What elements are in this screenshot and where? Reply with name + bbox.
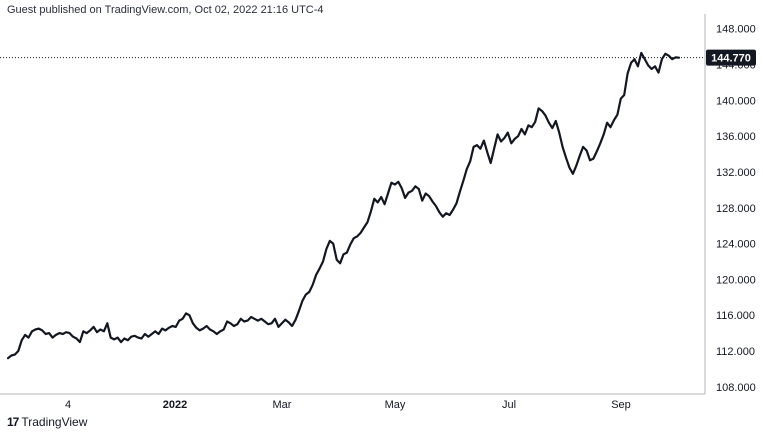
last-price-tag-label: 144.770 bbox=[711, 53, 751, 65]
y-tick-label: 120.000 bbox=[716, 274, 756, 286]
series-price-line bbox=[6, 51, 681, 360]
y-tick-label: 124.000 bbox=[716, 239, 756, 251]
x-tick-label: 2022 bbox=[163, 399, 187, 411]
y-tick-label: 140.000 bbox=[716, 95, 756, 107]
x-tick-label: 4 bbox=[65, 399, 71, 411]
tradingview-brand[interactable]: 17 TradingView bbox=[7, 415, 87, 429]
x-tick-label: May bbox=[385, 399, 406, 411]
tradingview-logo-icon: 17 bbox=[7, 415, 19, 429]
time-axis[interactable]: 4 2022 Mar May Jul Sep bbox=[0, 393, 705, 411]
y-tick-label: 136.000 bbox=[716, 131, 756, 143]
y-tick-label: 132.000 bbox=[716, 167, 756, 179]
price-axis[interactable]: 108.000 112.000 116.000 120.000 124.000 128.0… bbox=[704, 14, 756, 394]
y-tick-label: 112.000 bbox=[716, 346, 755, 358]
y-tick-label: 128.000 bbox=[716, 203, 756, 215]
tradingview-brand-name: TradingView bbox=[21, 415, 88, 429]
y-tick-label: 108.000 bbox=[716, 382, 756, 394]
x-tick-label: Mar bbox=[273, 399, 292, 411]
y-tick-label: 148.000 bbox=[716, 24, 756, 36]
x-tick-label: Jul bbox=[502, 399, 516, 411]
y-tick-label: 116.000 bbox=[716, 310, 755, 322]
last-price-tag-background bbox=[706, 49, 756, 66]
last-price-tag: 144.770 bbox=[706, 49, 756, 66]
x-tick-label: Sep bbox=[611, 399, 631, 411]
publish-info: Guest published on TradingView.com, Oct … bbox=[7, 4, 324, 16]
